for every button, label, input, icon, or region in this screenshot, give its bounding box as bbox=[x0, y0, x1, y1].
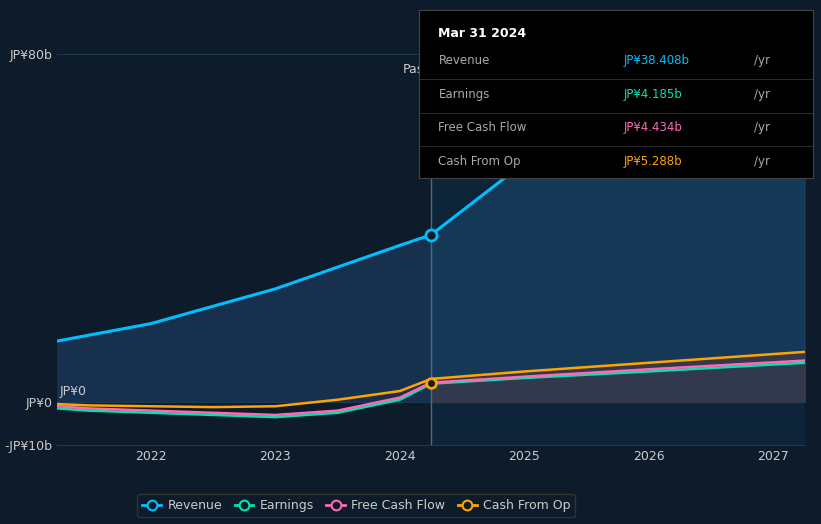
Bar bbox=[57, 10, 431, 445]
Text: JP¥0: JP¥0 bbox=[60, 386, 87, 398]
Bar bbox=[431, 10, 805, 445]
Text: /yr: /yr bbox=[754, 88, 769, 101]
Text: Free Cash Flow: Free Cash Flow bbox=[438, 122, 527, 134]
Text: /yr: /yr bbox=[754, 54, 769, 67]
Text: Analysts Forecasts: Analysts Forecasts bbox=[438, 63, 553, 75]
Text: Cash From Op: Cash From Op bbox=[438, 155, 521, 168]
Text: JP¥4.434b: JP¥4.434b bbox=[624, 122, 682, 134]
Text: Earnings: Earnings bbox=[438, 88, 490, 101]
Text: JP¥38.408b: JP¥38.408b bbox=[624, 54, 690, 67]
Text: Revenue: Revenue bbox=[438, 54, 490, 67]
Text: /yr: /yr bbox=[754, 155, 769, 168]
Legend: Revenue, Earnings, Free Cash Flow, Cash From Op: Revenue, Earnings, Free Cash Flow, Cash … bbox=[137, 495, 576, 517]
Text: Mar 31 2024: Mar 31 2024 bbox=[438, 27, 526, 40]
Text: Past: Past bbox=[402, 63, 429, 75]
Text: /yr: /yr bbox=[754, 122, 769, 134]
Text: JP¥5.288b: JP¥5.288b bbox=[624, 155, 682, 168]
Text: JP¥4.185b: JP¥4.185b bbox=[624, 88, 682, 101]
